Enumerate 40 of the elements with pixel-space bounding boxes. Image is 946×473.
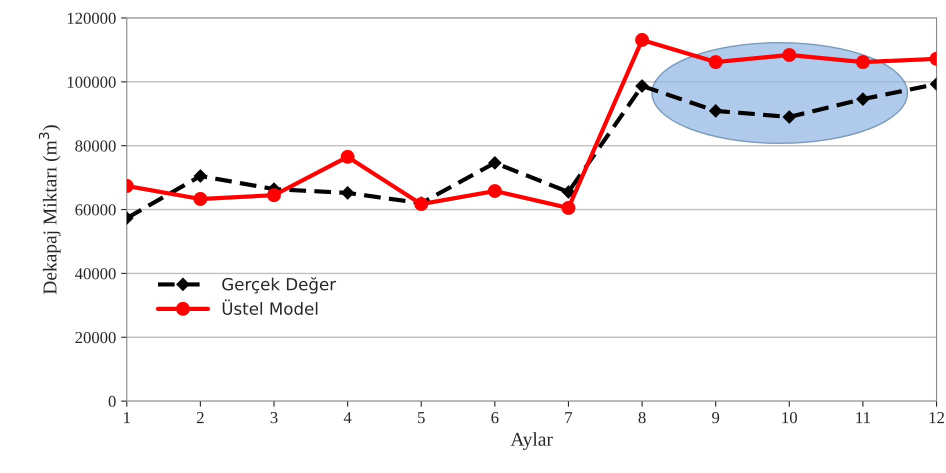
x-tick-label: 2 bbox=[196, 412, 204, 424]
point bbox=[340, 150, 355, 164]
point bbox=[708, 55, 723, 69]
legend-label: Gerçek Değer bbox=[222, 277, 336, 294]
y-tick-label: 80000 bbox=[75, 140, 116, 152]
y-axis-title: Dekapaj Miktarı (m$^{3}$) bbox=[38, 125, 61, 294]
point bbox=[267, 188, 281, 202]
point bbox=[562, 185, 576, 199]
x-tick-label: 10 bbox=[782, 412, 798, 424]
point bbox=[856, 92, 870, 106]
y-tick-label: 60000 bbox=[75, 204, 116, 216]
x-tick-label: 9 bbox=[712, 412, 720, 424]
y-tick-label: 40000 bbox=[75, 268, 116, 280]
point bbox=[782, 48, 796, 62]
point bbox=[709, 104, 722, 118]
x-tick-label: 12 bbox=[930, 412, 944, 424]
x-tick-label: 6 bbox=[491, 412, 499, 424]
point bbox=[635, 79, 649, 93]
x-axis-title: Aylar bbox=[510, 432, 553, 450]
point bbox=[782, 110, 796, 124]
point bbox=[488, 184, 502, 198]
x-tick-label: 7 bbox=[565, 412, 572, 424]
y-tick-label: 120000 bbox=[68, 12, 116, 24]
point bbox=[562, 201, 576, 215]
x-tick-label: 4 bbox=[344, 412, 352, 424]
point bbox=[635, 33, 650, 47]
x-tick-label: 5 bbox=[418, 412, 425, 424]
legend-label: Üstel Model bbox=[222, 300, 318, 315]
point bbox=[488, 156, 502, 170]
y-tick-label: 0 bbox=[108, 396, 116, 408]
y-tick-label: 100000 bbox=[68, 76, 116, 88]
point bbox=[856, 55, 870, 69]
x-tick-label: 3 bbox=[270, 412, 278, 424]
point bbox=[193, 192, 208, 206]
x-tick-label: 11 bbox=[856, 412, 870, 424]
point bbox=[341, 186, 354, 200]
x-tick-label: 8 bbox=[638, 412, 646, 424]
y-tick-label: 20000 bbox=[75, 332, 116, 344]
point bbox=[194, 169, 207, 183]
x-tick-label: 1 bbox=[124, 412, 130, 424]
